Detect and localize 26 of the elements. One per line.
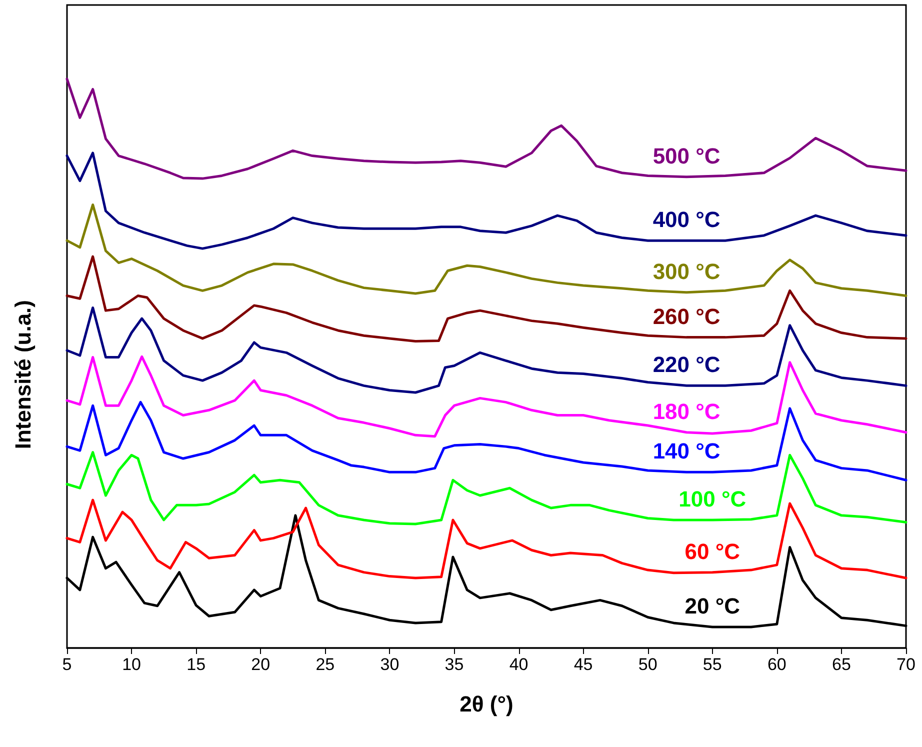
x-tick-label: 70 (896, 655, 916, 674)
x-tick-label: 10 (122, 655, 141, 674)
x-tick-label: 30 (380, 655, 400, 674)
series-label: 100 °C (678, 486, 746, 512)
x-tick-label: 40 (509, 655, 528, 674)
y-axis-title: Intensité (u.a.) (10, 300, 36, 450)
x-tick-label: 35 (444, 655, 464, 674)
x-tick-label: 60 (767, 655, 786, 674)
series-label: 140 °C (652, 438, 720, 464)
x-tick-label: 55 (702, 655, 722, 674)
x-tick-label: 65 (832, 655, 851, 674)
series-label: 180 °C (652, 398, 720, 424)
series-label: 260 °C (652, 304, 720, 329)
x-tick-label: 20 (251, 655, 270, 674)
x-axis-title: 2θ (°) (460, 692, 514, 716)
series-label: 20 °C (684, 593, 740, 618)
series-label: 60 °C (684, 538, 740, 564)
x-tick-label: 15 (186, 655, 206, 674)
x-tick-label: 5 (62, 655, 72, 674)
series-label: 300 °C (652, 258, 720, 284)
series-label: 400 °C (652, 207, 720, 232)
x-tick-label: 50 (638, 655, 658, 674)
x-tick-label: 45 (574, 655, 593, 674)
series-label: 500 °C (652, 143, 720, 168)
x-tick-label: 25 (316, 655, 335, 674)
series-label: 220 °C (652, 352, 720, 378)
